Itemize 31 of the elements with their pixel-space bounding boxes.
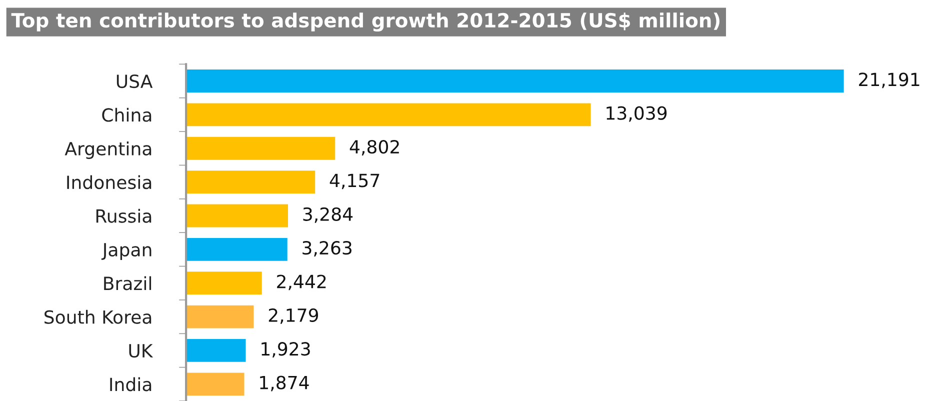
data-label: 3,263	[302, 241, 352, 257]
y-tick-label: South Korea	[44, 310, 152, 324]
data-label: 3,284	[303, 207, 353, 223]
data-label: 2,442	[277, 274, 326, 290]
data-label: 21,191	[859, 72, 920, 88]
y-tick-label: Argentina	[64, 142, 152, 159]
data-label: 4,802	[350, 140, 399, 156]
bar	[186, 238, 288, 261]
y-tick-label: India	[110, 377, 152, 392]
data-label: 1,923	[262, 342, 310, 358]
y-tick-label: China	[102, 108, 152, 122]
bar	[186, 170, 316, 194]
bar	[186, 272, 262, 295]
y-tick-label: Indonesia	[67, 175, 152, 190]
data-label: 13,039	[606, 106, 667, 122]
data-label: 4,157	[330, 174, 380, 190]
bar	[186, 70, 844, 92]
y-tick-label: Russia	[96, 208, 152, 223]
y-tick-label: Brazil	[104, 276, 152, 290]
y-tick-label: Japan	[101, 243, 152, 260]
chart-title: Top ten contributors to adspend growth 2012-2015 (US$ million)	[11, 12, 720, 32]
data-label: 2,179	[268, 308, 318, 324]
bar	[186, 372, 244, 396]
bar	[186, 339, 246, 362]
bar	[186, 305, 254, 328]
bar	[186, 204, 288, 228]
bar	[186, 103, 591, 126]
y-tick-label: UK	[129, 344, 154, 358]
y-tick-label: USA	[116, 74, 153, 88]
data-label: 1,874	[260, 376, 309, 392]
bar	[186, 136, 336, 160]
